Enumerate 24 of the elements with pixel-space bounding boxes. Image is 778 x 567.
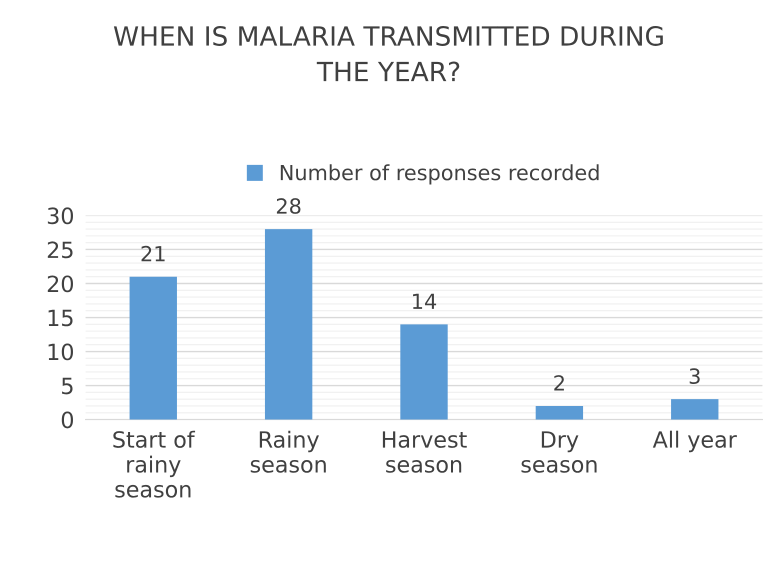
y-tick-label: 5 [62,378,73,394]
data-label: 28 [276,198,300,214]
bar [536,406,584,420]
data-label: 2 [554,375,564,391]
data-label: 21 [142,246,165,262]
x-tick-label: Rainy season [250,430,326,473]
x-tick-label: Harvest season [382,431,467,473]
bar [400,324,448,420]
chart-title: WHEN IS MALARIA TRANSMITTED DURING THE YEAR? [114,26,663,82]
data-label: 14 [413,294,436,309]
y-tick-label: 25 [48,241,73,258]
y-tick-label: 15 [48,310,73,326]
y-tick-label: 0 [62,412,73,428]
x-tick-label: Dry season [522,431,597,473]
bar [671,399,718,420]
y-tick-label: 10 [48,343,73,360]
y-tick-label: 30 [48,207,73,224]
bar [264,229,312,420]
data-label: 3 [690,368,700,384]
legend-label: Number of responses recorded [280,164,599,184]
x-tick-label: All year [652,430,737,452]
y-tick-label: 20 [48,275,73,292]
bar [130,276,177,420]
x-tick-label: Start of rainy season [113,430,196,498]
